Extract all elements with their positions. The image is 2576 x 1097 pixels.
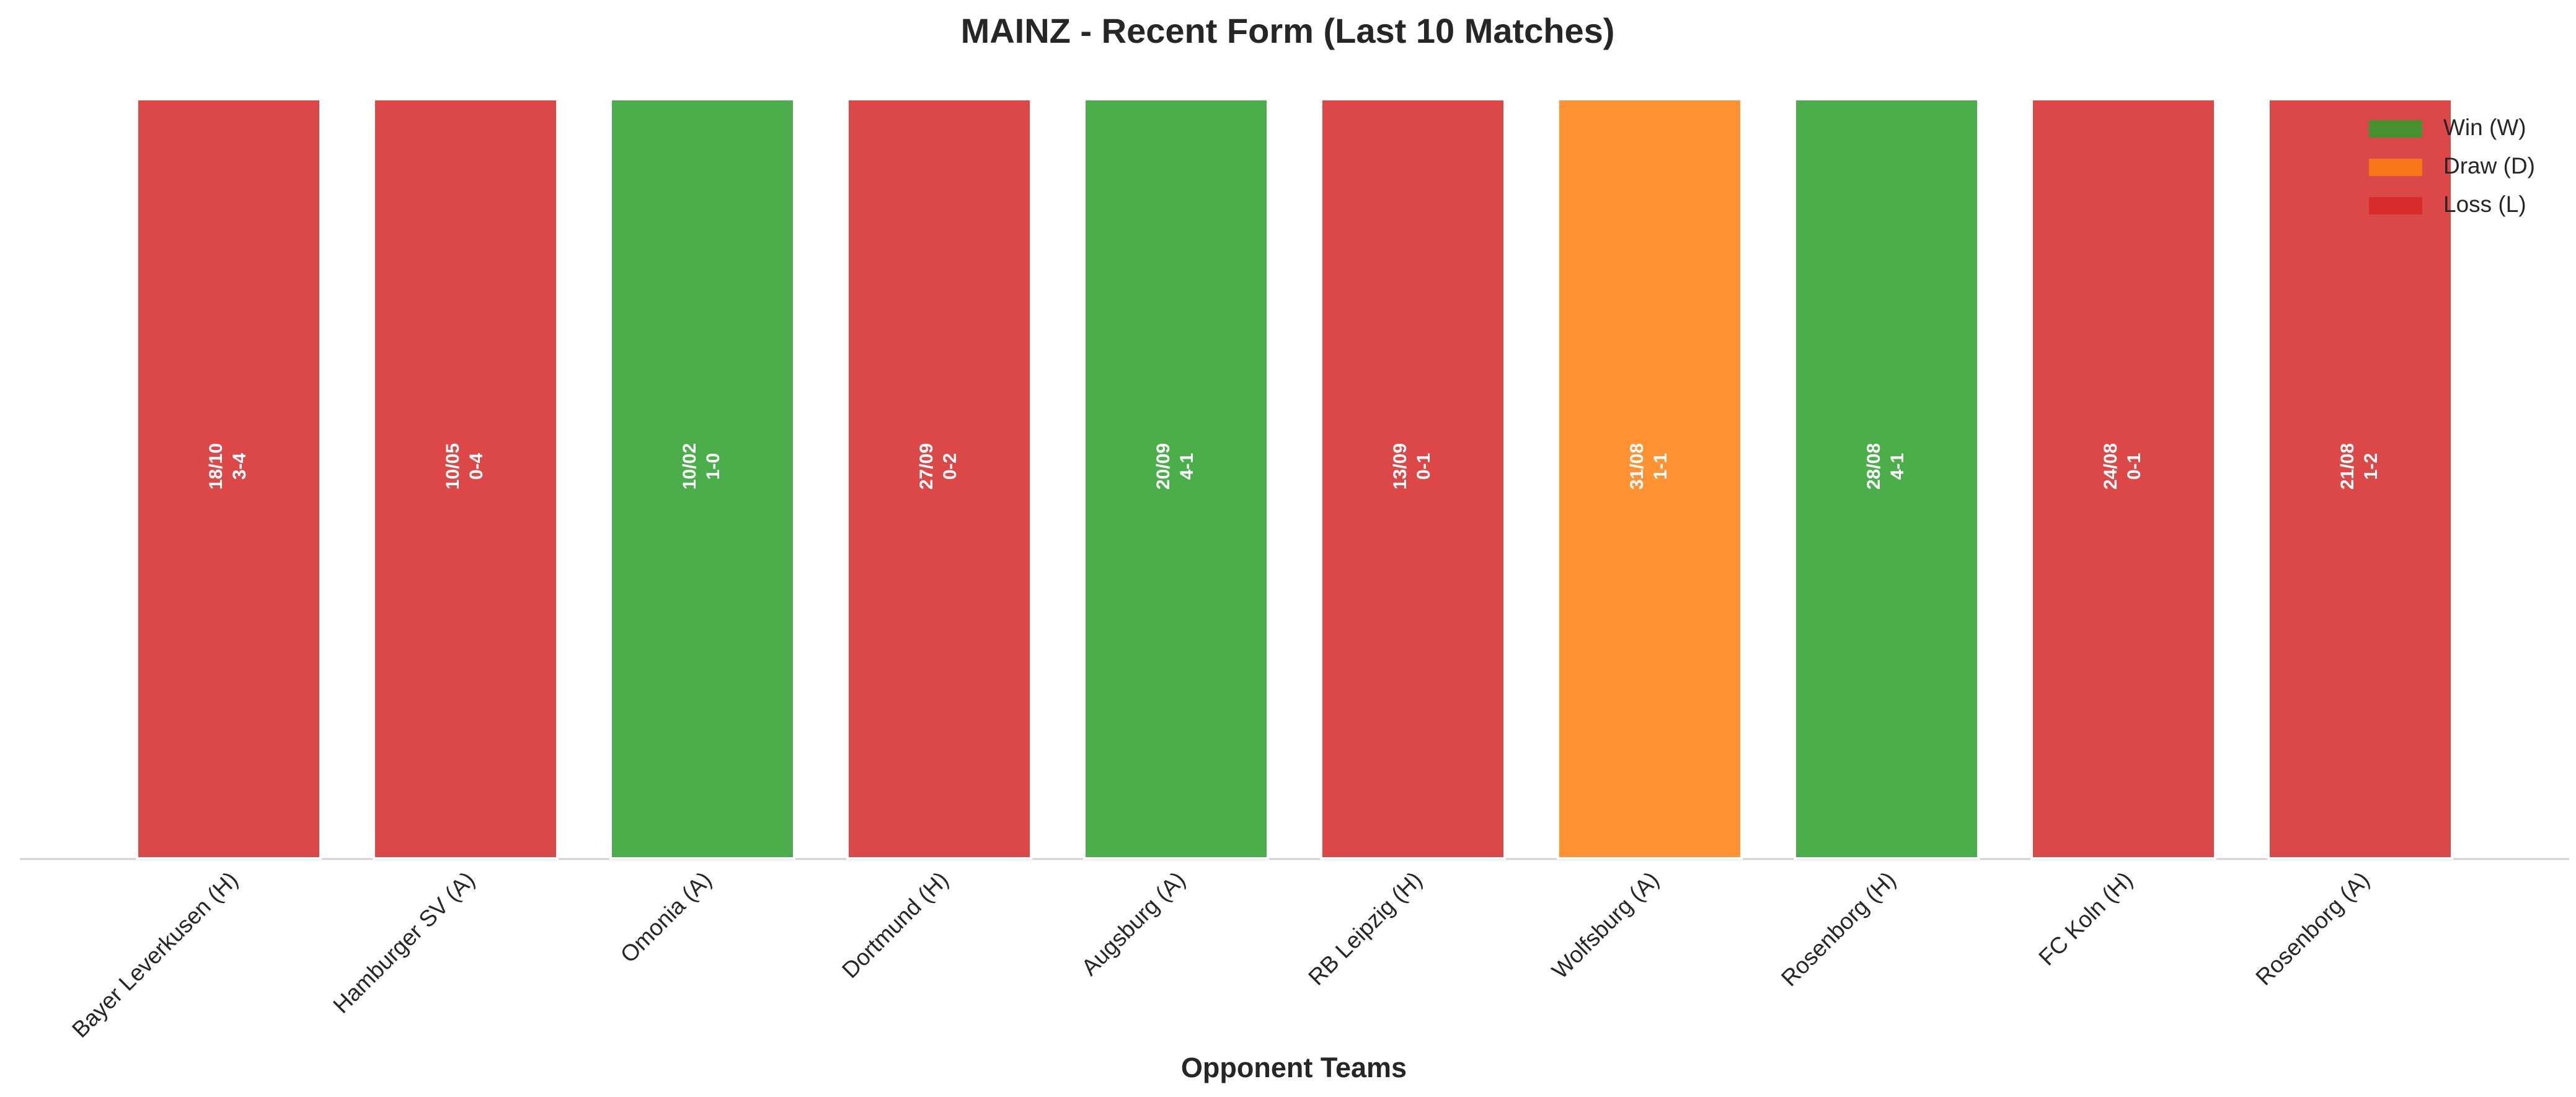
bar-date-label: 18/10 [206,443,226,490]
x-tick-label: Wolfsburg (A) [1547,867,1663,984]
bar-score-label: 1-2 [2361,453,2381,480]
bar-score-label: 1-1 [1650,453,1671,480]
bar-date-label: 24/08 [2100,443,2121,490]
legend-label: Draw (D) [2443,153,2535,178]
bar [846,98,1032,860]
bar [1557,98,1743,860]
bar-score-label: 0-2 [940,453,960,480]
bar-date-label: 31/08 [1627,443,1647,490]
bar [1083,98,1269,860]
legend-swatch [2369,120,2422,138]
bar [2267,98,2453,860]
bar-date-label: 21/08 [2337,443,2358,490]
x-tick-label: Rosenborg (A) [2251,867,2374,990]
bar-date-label: 13/09 [1390,443,1410,490]
bar-score-label: 0-1 [1414,453,1434,480]
bar [609,98,795,860]
x-tick-label: Omonia (A) [616,867,717,968]
bar-score-label: 1-0 [703,453,724,480]
bar-date-label: 10/05 [443,443,463,490]
x-axis-label: Opponent Teams [1181,1052,1407,1083]
bar-date-label: 27/09 [916,443,937,490]
x-tick-label: Hamburger SV (A) [328,867,479,1018]
bar [373,98,559,860]
bar-score-label: 4-1 [1177,453,1197,480]
legend-label: Win (W) [2443,115,2526,140]
bar-date-label: 10/02 [679,443,700,490]
bar-score-label: 3-4 [229,453,250,480]
bar-date-label: 28/08 [1864,443,1884,490]
bar-score-label: 0-4 [466,453,487,480]
x-tick-label: FC Koln (H) [2034,867,2137,971]
x-tick-label: RB Leipzig (H) [1303,867,1427,990]
chart-title: MAINZ - Recent Form (Last 10 Matches) [961,11,1615,50]
legend-label: Loss (L) [2443,192,2526,217]
bar [2030,98,2216,860]
bar [136,98,322,860]
x-tick-label: Dortmund (H) [837,867,953,983]
bar [1794,98,1980,860]
bar-date-label: 20/09 [1153,443,1174,490]
bar-score-label: 0-1 [2124,453,2144,480]
legend-swatch [2369,159,2422,176]
legend-swatch [2369,197,2422,214]
bar [1320,98,1506,860]
x-tick-label: Rosenborg (H) [1776,867,1901,992]
x-tick-label: Augsburg (A) [1076,867,1190,980]
x-tick-label: Bayer Leverkusen (H) [67,867,242,1042]
bar-score-label: 4-1 [1887,453,1908,480]
